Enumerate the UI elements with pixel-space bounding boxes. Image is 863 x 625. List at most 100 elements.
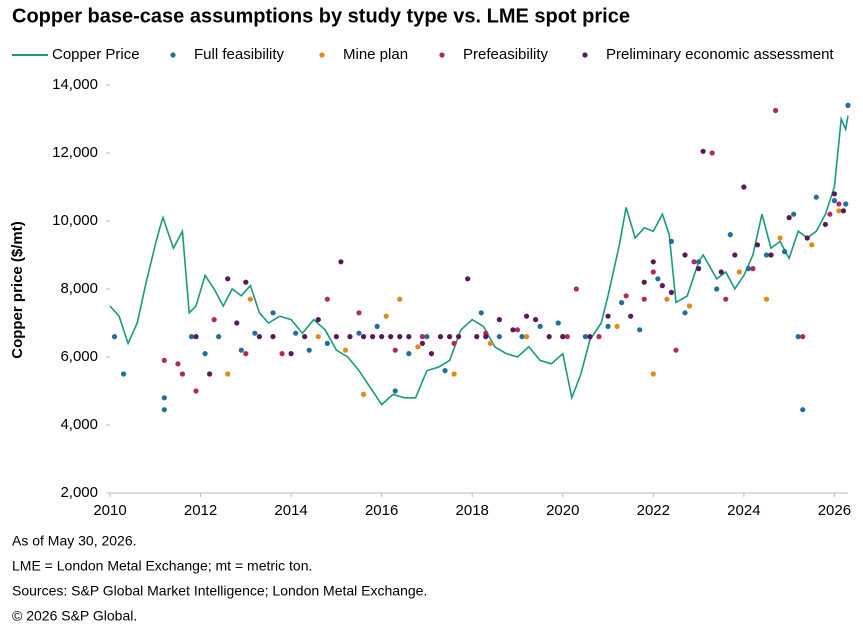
scatter-point: [293, 330, 299, 336]
scatter-point: [673, 347, 679, 353]
scatter-point: [523, 313, 530, 319]
scatter-point: [306, 347, 312, 353]
scatter-point: [383, 313, 389, 319]
chart-title: Copper base-case assumptions by study ty…: [12, 5, 630, 27]
scatter-point: [392, 347, 398, 353]
scatter-point: [446, 334, 453, 340]
scatter-point: [347, 334, 353, 340]
scatter-point: [252, 330, 258, 336]
scatter-point: [406, 351, 412, 357]
scatter-point: [686, 303, 693, 309]
scatter-point: [723, 296, 729, 302]
scatter-point: [700, 148, 706, 154]
scatter-point: [732, 252, 738, 258]
scatter-point: [537, 323, 543, 329]
scatter-point: [288, 351, 294, 357]
scatter-point: [465, 276, 471, 282]
legend-swatch: [582, 52, 588, 58]
scatter-point: [419, 340, 426, 346]
scatter-point: [451, 371, 457, 377]
scatter-point: [573, 286, 579, 292]
scatter-point: [338, 259, 344, 265]
scatter-point: [392, 388, 398, 394]
scatter-point: [750, 266, 756, 272]
scatter-point: [714, 286, 720, 292]
scatter-point: [691, 259, 697, 265]
scatter-point: [641, 296, 647, 302]
scatter-point: [650, 269, 656, 275]
scatter-point: [836, 201, 842, 207]
scatter-point: [582, 334, 588, 340]
x-tick-label: 2016: [365, 502, 398, 519]
scatter-point: [238, 347, 244, 353]
scatter-point: [161, 407, 167, 413]
legend-swatch: [170, 52, 176, 58]
scatter-point: [641, 279, 647, 285]
x-tick-label: 2018: [456, 502, 489, 519]
scatter-point: [795, 334, 801, 340]
scatter-point: [496, 334, 502, 340]
scatter-point: [763, 252, 770, 258]
scatter-point: [546, 334, 552, 340]
scatter-point: [270, 310, 276, 316]
scatter-point: [523, 334, 530, 340]
scatter-point: [496, 317, 502, 323]
y-tick-label: 8,000: [60, 280, 98, 297]
scatter-point: [428, 351, 435, 357]
footnote: As of May 30, 2026.: [12, 533, 137, 549]
scatter-point: [424, 334, 430, 340]
scatter-point: [120, 371, 127, 377]
scatter-point: [243, 279, 249, 285]
scatter-point: [175, 361, 181, 367]
scatter-point: [342, 347, 349, 353]
scatter-point: [614, 323, 620, 329]
scatter-point: [772, 107, 779, 114]
scatter-point: [831, 191, 838, 197]
scatter-point: [315, 317, 321, 323]
y-tick-label: 4,000: [60, 416, 98, 433]
scatter-point: [370, 334, 376, 340]
y-axis-label: Copper price ($/mt): [9, 221, 26, 359]
scatter-point: [270, 334, 276, 340]
scatter-point: [836, 208, 842, 214]
scatter-point: [234, 320, 240, 326]
scatter-point: [437, 334, 444, 340]
x-tick-label: 2022: [637, 502, 670, 519]
legend-label: Full feasibility: [194, 46, 285, 63]
legend-label: Preliminary economic assessment: [606, 46, 834, 63]
scatter-point: [514, 327, 521, 333]
legend-label: Copper Price: [52, 46, 140, 63]
scatter-point: [682, 252, 688, 258]
scatter-point: [487, 340, 493, 346]
scatter-point: [664, 296, 670, 302]
y-tick-label: 12,000: [52, 144, 98, 161]
scatter-point: [216, 334, 222, 340]
scatter-point: [587, 334, 593, 340]
scatter-point: [324, 296, 330, 302]
scatter-point: [782, 249, 788, 255]
scatter-point: [745, 266, 751, 272]
y-tick-label: 2,000: [60, 484, 98, 501]
scatter-point: [379, 334, 385, 340]
scatter-point: [596, 334, 602, 340]
scatter-point: [161, 357, 167, 363]
scatter-point: [650, 259, 656, 265]
scatter-point: [800, 334, 806, 340]
scatter-point: [695, 259, 702, 265]
scatter-point: [419, 334, 426, 340]
x-tick-label: 2024: [727, 502, 760, 519]
scatter-point: [179, 371, 186, 377]
scatter-point: [188, 334, 195, 340]
scatter-point: [831, 198, 838, 204]
scatter-point: [736, 269, 742, 275]
scatter-point: [668, 238, 675, 244]
scatter-point: [279, 351, 285, 357]
scatter-point: [650, 371, 656, 377]
scatter-point: [741, 184, 747, 190]
scatter-point: [360, 334, 367, 340]
scatter-point: [207, 371, 213, 377]
scatter-point: [474, 334, 480, 340]
scatter-point: [356, 330, 362, 336]
scatter-point: [333, 334, 339, 340]
